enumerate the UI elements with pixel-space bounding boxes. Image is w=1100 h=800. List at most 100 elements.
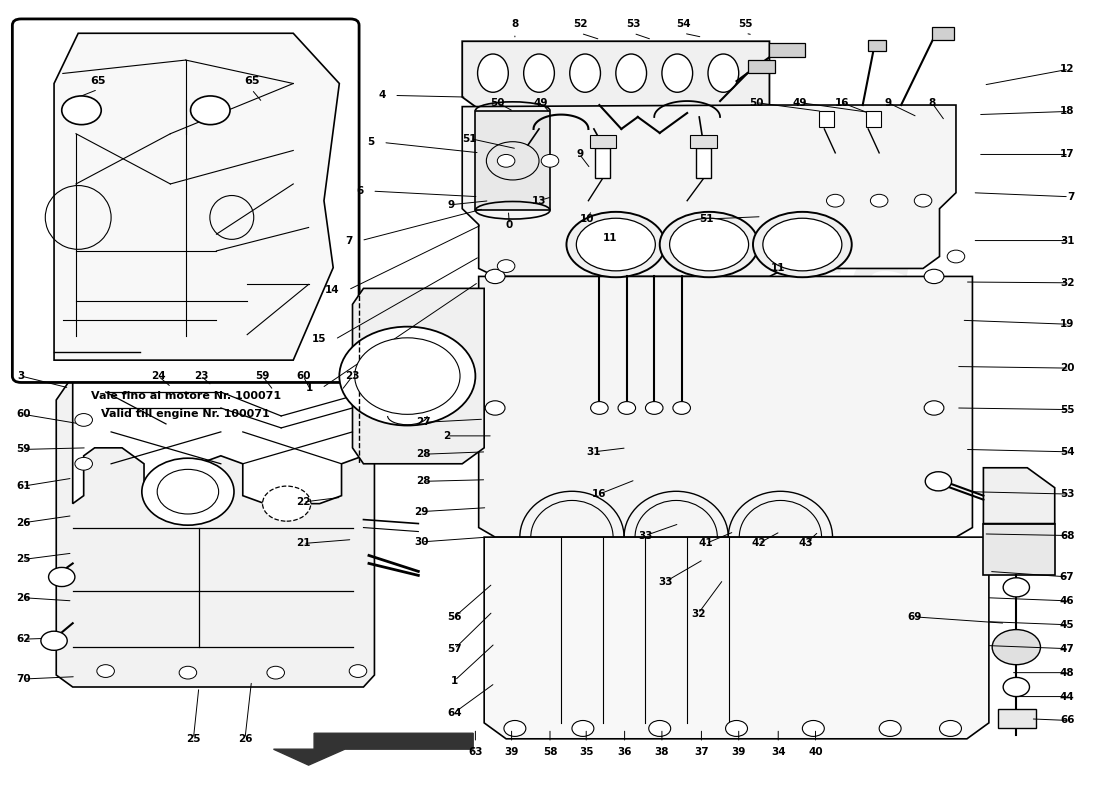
Text: 14: 14 [324, 285, 339, 295]
Circle shape [939, 721, 961, 737]
Polygon shape [352, 288, 484, 464]
Text: 0: 0 [506, 220, 513, 230]
Text: 26: 26 [16, 518, 31, 528]
Circle shape [354, 338, 460, 414]
Text: 9: 9 [884, 98, 891, 108]
Text: 7: 7 [1067, 192, 1075, 202]
Text: 47: 47 [1059, 644, 1075, 654]
Circle shape [591, 402, 608, 414]
Text: 50: 50 [749, 98, 763, 108]
Text: 4: 4 [378, 90, 385, 101]
Text: FS: FS [777, 256, 916, 353]
Polygon shape [56, 376, 374, 687]
Text: 1: 1 [306, 383, 313, 393]
Text: 18: 18 [1060, 106, 1075, 117]
Circle shape [497, 154, 515, 167]
Polygon shape [983, 468, 1055, 523]
Circle shape [618, 402, 636, 414]
Bar [818, 111, 834, 127]
Text: Vale fino al motore Nr. 100071: Vale fino al motore Nr. 100071 [90, 391, 280, 401]
Text: 64: 64 [448, 707, 462, 718]
Bar [595, 148, 610, 178]
Text: 55: 55 [738, 18, 752, 29]
Text: 28: 28 [417, 450, 431, 459]
Text: 9: 9 [576, 150, 583, 159]
Text: 13: 13 [531, 196, 547, 206]
Ellipse shape [662, 54, 693, 92]
Ellipse shape [570, 54, 601, 92]
Circle shape [179, 666, 197, 679]
Circle shape [802, 721, 824, 737]
Text: 63: 63 [469, 747, 483, 758]
Text: 32: 32 [691, 609, 705, 618]
Text: 27: 27 [417, 418, 431, 427]
Text: 43: 43 [799, 538, 813, 549]
Text: 62: 62 [16, 634, 31, 644]
Text: 40: 40 [808, 747, 823, 758]
Text: 36: 36 [617, 747, 631, 758]
Text: 37: 37 [694, 747, 708, 758]
Text: 12: 12 [1060, 64, 1075, 74]
Circle shape [339, 326, 475, 426]
Text: 1: 1 [451, 676, 459, 686]
Bar [998, 709, 1036, 729]
Circle shape [142, 458, 234, 525]
Circle shape [48, 567, 75, 586]
Bar [696, 148, 712, 178]
Text: 69: 69 [908, 612, 922, 622]
Text: 28: 28 [417, 476, 431, 486]
Text: 65: 65 [90, 77, 106, 86]
Text: 59: 59 [16, 445, 31, 454]
Circle shape [263, 486, 311, 521]
Text: 17: 17 [1059, 150, 1075, 159]
Text: 70: 70 [16, 674, 31, 684]
Circle shape [41, 631, 67, 650]
Text: 42: 42 [751, 538, 766, 549]
Text: 49: 49 [793, 98, 807, 108]
Text: passiopre: passiopre [738, 390, 845, 410]
Circle shape [649, 721, 671, 737]
Circle shape [190, 96, 230, 125]
Bar [932, 27, 954, 40]
Text: 44: 44 [1059, 691, 1075, 702]
Text: 26: 26 [238, 734, 252, 744]
Text: 60: 60 [16, 410, 31, 419]
Text: 31: 31 [1060, 235, 1075, 246]
Text: 57: 57 [448, 644, 462, 654]
Bar [866, 111, 881, 127]
Polygon shape [983, 523, 1055, 575]
Text: 15: 15 [311, 334, 327, 345]
Text: 5: 5 [367, 138, 374, 147]
Ellipse shape [566, 212, 666, 278]
Circle shape [992, 630, 1041, 665]
Text: 66: 66 [1060, 715, 1075, 726]
Circle shape [914, 194, 932, 207]
Text: 31: 31 [586, 447, 601, 457]
Text: 53: 53 [626, 18, 640, 29]
Text: 8: 8 [512, 18, 518, 29]
Text: 24: 24 [151, 371, 166, 381]
Text: 19: 19 [1060, 319, 1075, 330]
Circle shape [879, 721, 901, 737]
Ellipse shape [763, 218, 842, 271]
Text: 6: 6 [356, 186, 363, 196]
Text: 52: 52 [573, 18, 588, 29]
Bar [748, 60, 774, 73]
Text: 49: 49 [534, 98, 549, 108]
Bar [590, 135, 616, 148]
Circle shape [924, 401, 944, 415]
Text: 25: 25 [16, 554, 31, 565]
Text: 16: 16 [592, 489, 606, 499]
Text: Valid till engine Nr. 100071: Valid till engine Nr. 100071 [101, 410, 271, 419]
Text: 59: 59 [255, 371, 270, 381]
Circle shape [485, 401, 505, 415]
Polygon shape [274, 734, 473, 765]
Ellipse shape [616, 54, 647, 92]
Text: 2: 2 [443, 431, 451, 441]
Text: 61: 61 [16, 481, 31, 491]
Text: 54: 54 [676, 18, 691, 29]
Bar [769, 43, 804, 57]
Ellipse shape [670, 218, 749, 271]
Circle shape [646, 402, 663, 414]
Text: 41: 41 [698, 538, 713, 549]
